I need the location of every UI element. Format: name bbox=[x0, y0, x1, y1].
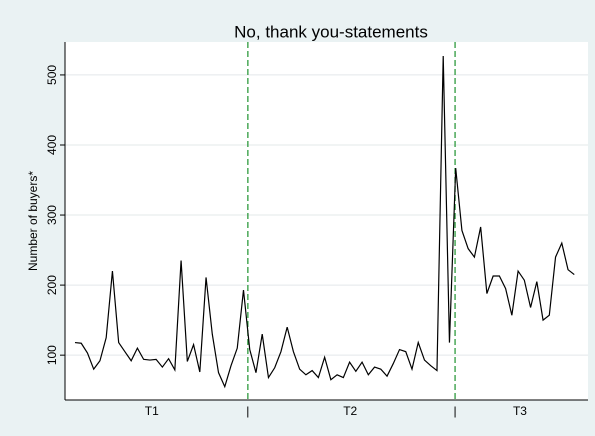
y-axis-title: Number of buyers* bbox=[26, 171, 40, 271]
y-tick-label: 400 bbox=[45, 135, 59, 155]
x-tick-label: | bbox=[246, 404, 249, 418]
plot-area bbox=[65, 42, 588, 400]
x-tick-label: T2 bbox=[343, 404, 357, 418]
x-tick-label: T3 bbox=[513, 404, 527, 418]
chart-title: No, thank you-statements bbox=[234, 22, 428, 41]
x-tick-label: T1 bbox=[145, 404, 159, 418]
y-tick-label: 200 bbox=[45, 275, 59, 295]
y-tick-label: 100 bbox=[45, 345, 59, 365]
y-tick-label: 500 bbox=[45, 65, 59, 85]
data-line bbox=[74, 55, 575, 389]
x-tick-label: | bbox=[454, 404, 457, 418]
y-tick-label: 300 bbox=[45, 205, 59, 225]
